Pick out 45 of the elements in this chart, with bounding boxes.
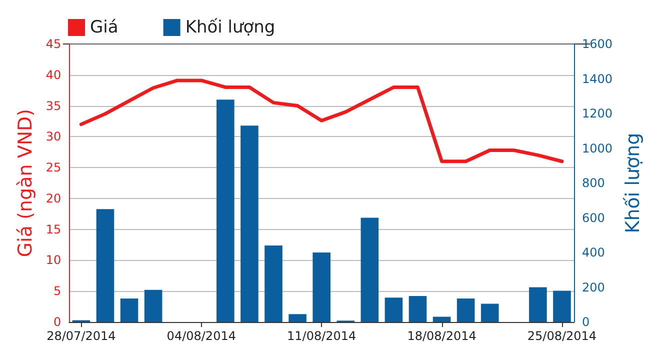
y2-tick-label: 600 — [582, 210, 605, 225]
line-series — [79, 78, 564, 164]
y2-tick-label: 1000 — [582, 141, 613, 156]
bar — [216, 100, 234, 322]
y-tick-label: 45 — [46, 37, 62, 51]
y-axis-title: Giá (ngàn VND) — [14, 108, 36, 258]
bar — [360, 218, 379, 322]
bar — [144, 290, 162, 322]
bar — [408, 296, 427, 322]
bar — [120, 298, 138, 322]
y2-axis-title: Khối lượng — [622, 132, 644, 234]
bar — [312, 252, 330, 322]
bar — [432, 316, 451, 322]
bar — [553, 290, 571, 322]
bar — [529, 287, 547, 322]
y2-tick-label: 400 — [582, 246, 605, 260]
legend-label: Khối lượng — [185, 18, 276, 38]
y-tick-label: 10 — [46, 253, 62, 268]
bar — [288, 314, 306, 322]
x-tick-label: 28/07/2014 — [46, 329, 116, 343]
y-tick-label: 25 — [46, 160, 62, 175]
y-tick-label: 40 — [46, 68, 62, 82]
legend-label: Giá — [90, 18, 118, 38]
y2-tick-label: 200 — [582, 280, 605, 294]
y2-tick-label: 0 — [582, 315, 590, 329]
y-tick-label: 30 — [46, 130, 62, 144]
y2-tick-label: 1200 — [582, 106, 613, 120]
x-tick-label: 25/08/2014 — [527, 329, 597, 343]
y-tick-label: 0 — [54, 315, 62, 329]
y-tick-label: 5 — [54, 284, 62, 298]
bar — [264, 246, 282, 322]
bar — [480, 304, 499, 322]
x-tick-label: 18/08/2014 — [407, 329, 476, 343]
y-tick-label: 35 — [46, 98, 62, 113]
y2-tick-label: 1600 — [582, 37, 613, 51]
bar — [456, 298, 475, 322]
x-tick-label: 11/08/2014 — [287, 329, 356, 343]
y-tick-label: 15 — [46, 222, 62, 236]
y2-tick-label: 800 — [582, 176, 605, 190]
y2-tick-label: 1400 — [582, 72, 613, 86]
bar — [240, 126, 258, 322]
bar — [96, 209, 114, 322]
bar — [384, 298, 403, 322]
x-tick-label: 04/08/2014 — [166, 329, 236, 343]
y-tick-label: 20 — [46, 191, 62, 206]
